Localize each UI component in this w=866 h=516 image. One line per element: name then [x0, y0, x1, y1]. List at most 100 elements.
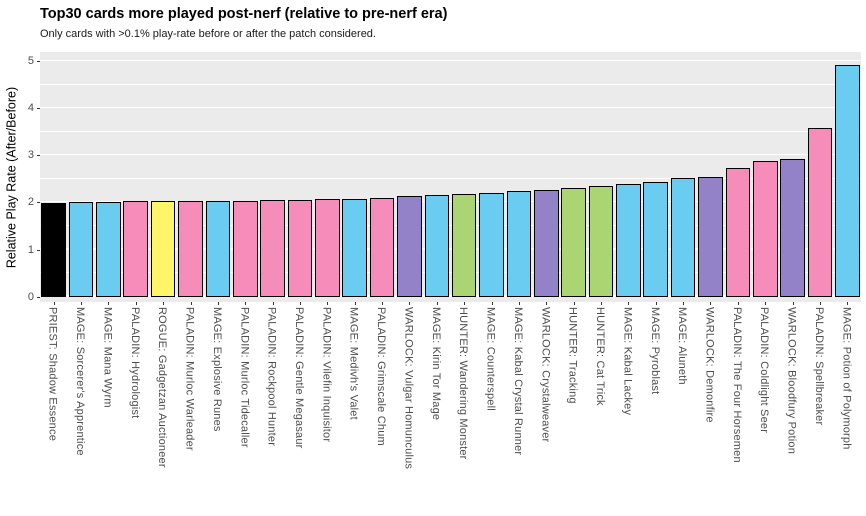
x-axis-label: MAGE: Explosive Runes — [210, 307, 223, 432]
bar — [260, 200, 285, 297]
major-gridline — [40, 201, 861, 203]
x-tick-mark — [354, 302, 356, 305]
x-tick-mark — [765, 302, 767, 305]
x-tick-mark — [601, 302, 603, 305]
x-tick-mark — [272, 302, 274, 305]
x-axis-label: MAGE: Potion of Polymorph — [840, 307, 853, 450]
minor-gridline — [40, 272, 861, 274]
y-tick-mark — [37, 249, 40, 251]
x-tick-mark — [409, 302, 411, 305]
y-tick-mark — [37, 296, 40, 298]
bar — [725, 168, 751, 297]
y-tick-mark — [37, 61, 40, 62]
bar — [178, 201, 203, 297]
bar — [123, 201, 149, 297]
x-axis-label: PALADIN: Rockpool Hunter — [265, 307, 278, 447]
y-tick-label: 4 — [27, 102, 34, 115]
x-tick-mark — [53, 302, 55, 305]
bar — [287, 199, 313, 297]
bar — [616, 183, 641, 297]
x-axis-label: PALADIN: Hydrologist — [128, 307, 141, 419]
y-axis-title: Relative Play Rate (After/Before) — [4, 86, 19, 269]
x-axis-label: MAGE: Medivh's Valet — [347, 307, 360, 420]
bar — [315, 199, 340, 297]
x-axis-label: HUNTER: Tracking — [566, 307, 579, 404]
minor-gridline — [40, 225, 861, 226]
bar — [397, 195, 422, 297]
x-axis-label: MAGE: Kabal Crystal Runner — [511, 307, 524, 456]
x-tick-mark — [655, 302, 657, 305]
x-tick-mark — [464, 302, 466, 305]
x-axis-label: PALADIN: Murloc Tidecaller — [238, 307, 251, 448]
y-tick-label: 3 — [27, 149, 34, 162]
bar — [643, 182, 669, 297]
bar — [150, 201, 176, 297]
x-axis-label: WARLOCK: Crystalweaver — [539, 307, 552, 443]
y-tick-mark — [37, 155, 40, 157]
x-axis-label: WARLOCK: Bloodfury Potion — [785, 307, 798, 455]
x-axis-label: PALADIN: Gentle Megasaur — [292, 307, 305, 449]
x-tick-mark — [491, 302, 493, 305]
y-tick-label: 1 — [27, 243, 34, 256]
x-tick-mark — [628, 302, 630, 305]
x-tick-mark — [108, 302, 110, 305]
x-axis-label: PRIEST: Shadow Essence — [46, 307, 59, 442]
x-axis-label: MAGE: Aluneth — [676, 307, 689, 385]
y-tick-mark — [37, 108, 40, 110]
major-gridline — [40, 59, 861, 61]
chart-subtitle: Only cards with >0.1% play-rate before o… — [40, 28, 376, 40]
bar — [424, 194, 450, 297]
bar — [369, 197, 395, 297]
x-tick-mark — [546, 302, 548, 305]
x-axis-label: PALADIN: Vilefin Inquisitor — [320, 307, 333, 443]
x-axis-label: WARLOCK: Vulgar Homunculus — [402, 307, 415, 470]
major-gridline — [40, 106, 861, 109]
x-tick-mark — [518, 302, 520, 305]
bar — [96, 201, 121, 297]
bar — [451, 193, 477, 297]
bar — [670, 177, 696, 297]
major-gridline — [40, 248, 861, 250]
x-axis-label: PALADIN: Grimscale Chum — [375, 307, 388, 446]
x-axis-label: PALADIN: The Four Horsemen — [730, 307, 743, 463]
bar — [232, 200, 258, 297]
x-tick-mark — [737, 302, 739, 305]
x-axis-label: MAGE: Kabal Lackey — [621, 307, 634, 416]
bar — [561, 187, 586, 297]
bar — [807, 128, 833, 297]
bar — [780, 158, 805, 297]
x-tick-mark — [683, 302, 685, 305]
x-tick-mark — [217, 302, 219, 305]
y-tick-label: 0 — [27, 290, 34, 303]
bar — [698, 176, 723, 297]
bar — [479, 192, 504, 297]
bar — [506, 191, 532, 297]
x-tick-mark — [190, 302, 192, 305]
y-tick-mark — [37, 202, 40, 204]
x-axis-label: PALADIN: Murloc Warleader — [183, 307, 196, 451]
x-axis-label: PALADIN: Spellbreaker — [812, 307, 825, 426]
y-tick-label: 5 — [27, 55, 34, 67]
minor-gridline — [40, 131, 861, 132]
x-axis-label: ROGUE: Gadgetzan Auctioneer — [156, 307, 169, 468]
minor-gridline — [40, 178, 861, 179]
plot-panel — [40, 52, 861, 302]
bar — [205, 200, 231, 297]
bar — [752, 160, 778, 297]
x-tick-mark — [163, 302, 165, 305]
x-tick-mark — [135, 302, 137, 305]
x-tick-mark — [299, 302, 301, 305]
minor-gridline — [40, 83, 861, 85]
bar — [835, 64, 860, 297]
x-axis-label: HUNTER: Cat Trick — [594, 307, 607, 406]
y-tick-label: 2 — [27, 196, 34, 209]
x-tick-mark — [792, 302, 794, 305]
x-axis-label: MAGE: Sorcerer's Apprentice — [74, 307, 87, 456]
x-tick-mark — [382, 302, 384, 305]
x-axis-label: MAGE: Kirin Tor Mage — [429, 307, 442, 421]
x-tick-mark — [819, 302, 821, 305]
x-tick-mark — [327, 302, 329, 305]
bar — [533, 189, 559, 297]
bar — [342, 198, 368, 297]
